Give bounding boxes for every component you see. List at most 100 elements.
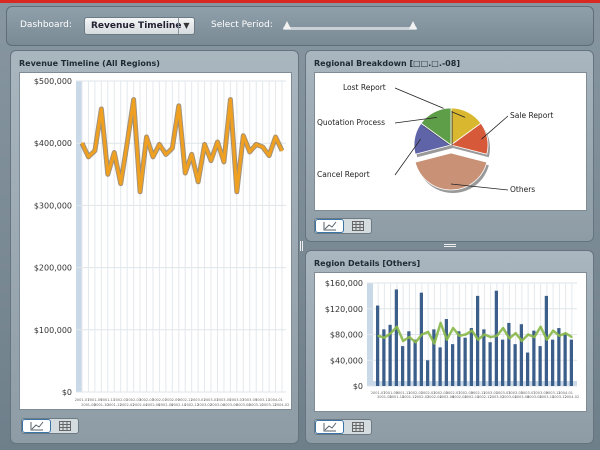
- x-tick-label: 2001-09: [88, 398, 103, 402]
- vertical-splitter[interactable]: [300, 241, 303, 251]
- regional-breakdown-chart: Lost Report Sale Report Others Cancel Repor…: [314, 72, 587, 211]
- x-tick-label: 2003-04: [502, 395, 517, 399]
- grid-view-button[interactable]: [51, 419, 78, 433]
- period-slider-start-handle[interactable]: [283, 21, 291, 29]
- period-slider-end-handle[interactable]: [409, 21, 417, 29]
- dashboard-toolbar: Dashboard: Revenue Timeline ▼ Select Per…: [6, 6, 594, 46]
- bar: [526, 352, 530, 386]
- x-tick-label: 2003-04: [210, 403, 225, 407]
- line-chart-icon: [323, 422, 336, 432]
- trend-point: [408, 336, 411, 338]
- bar: [501, 339, 505, 386]
- x-tick-label: 2002-05: [433, 391, 448, 395]
- x-tick-label: 2003-10: [249, 403, 264, 407]
- y-tick-label: $200,000: [34, 264, 72, 273]
- dashboard-select[interactable]: Revenue Timeline ▼: [84, 17, 195, 35]
- x-tick-label: 2002-12: [184, 403, 199, 407]
- chevron-down-icon[interactable]: ▼: [178, 18, 194, 34]
- timeline-view-toggle[interactable]: [21, 418, 79, 434]
- trend-point: [471, 329, 473, 332]
- pie-slice: [450, 122, 489, 155]
- x-tick-label: 2002-07: [446, 391, 461, 395]
- grid-view-button[interactable]: [344, 420, 371, 434]
- revenue-point: [261, 146, 264, 148]
- revenue-point: [223, 161, 225, 163]
- x-tick-label: 2003-07: [521, 391, 536, 395]
- revenue-point: [281, 149, 283, 152]
- breakdown-view-toggle[interactable]: [314, 218, 372, 234]
- x-tick-label: 2002-09: [458, 391, 473, 395]
- trend-point: [464, 333, 467, 336]
- bar: [488, 342, 492, 386]
- trend-point: [402, 340, 404, 342]
- region-details-panel: Region Details [Others] $160,000 $120,000…: [305, 250, 594, 444]
- chart-view-button[interactable]: [315, 219, 344, 233]
- x-tick-label: 2003-03: [204, 398, 219, 402]
- horizontal-splitter[interactable]: [444, 244, 456, 247]
- revenue-point: [107, 173, 109, 176]
- bar: [376, 305, 380, 386]
- x-tick-label: 2002-04: [427, 395, 442, 399]
- trend-series-line: [377, 321, 573, 345]
- panel-title: Regional Breakdown [□□.□.-08]: [314, 59, 460, 68]
- revenue-point: [152, 156, 154, 158]
- revenue-point: [165, 153, 167, 156]
- x-tick-label: 2001-11: [396, 391, 411, 395]
- x-tick-label: 2003-11: [255, 398, 270, 402]
- bar: [557, 328, 561, 386]
- period-label: Select Period:: [211, 20, 273, 30]
- trend-point: [496, 334, 498, 337]
- x-tick-label: 2003-09: [533, 391, 548, 395]
- revenue-series-line: [80, 98, 284, 194]
- x-tick-label: 2001-07: [371, 391, 386, 395]
- bar: [569, 339, 573, 386]
- x-tick-label: 2002-10: [171, 403, 186, 407]
- y-tick-label: $100,000: [34, 326, 72, 335]
- revenue-point: [87, 156, 90, 158]
- x-tick-label: 2003-12: [552, 395, 567, 399]
- period-slider-track[interactable]: [283, 27, 417, 30]
- chart-view-button[interactable]: [315, 420, 344, 434]
- regional-breakdown-panel: Regional Breakdown [□□.□.-08] Lost Repor…: [305, 50, 594, 242]
- bar: [538, 346, 542, 386]
- y-axis-band: [76, 81, 82, 392]
- y-tick-label: $400,000: [34, 139, 72, 148]
- bar: [544, 295, 548, 386]
- revenue-point: [184, 172, 187, 174]
- trend-point: [539, 325, 542, 328]
- x-tick-label: 2003-01: [191, 398, 206, 402]
- revenue-point: [203, 143, 206, 146]
- bar: [532, 330, 536, 386]
- line-chart-icon: [30, 421, 43, 431]
- trend-point: [533, 336, 536, 338]
- bar: [444, 319, 448, 386]
- x-tick-label: 2003-11: [546, 391, 561, 395]
- revenue-point: [158, 143, 161, 146]
- x-tick-label: 2002-11: [178, 398, 193, 402]
- period-slider[interactable]: [283, 21, 417, 31]
- bar: [494, 290, 498, 386]
- revenue-point: [81, 142, 83, 144]
- x-tick-label: 2002-08: [159, 403, 174, 407]
- trend-point: [477, 338, 479, 341]
- pie-leader-line: [394, 138, 421, 176]
- pie-slice: [420, 107, 452, 146]
- chart-view-button[interactable]: [22, 419, 51, 433]
- x-tick-label: 2003-12: [262, 403, 277, 407]
- x-tick-label: 2001-10: [390, 395, 405, 399]
- x-tick-label: 2004-02: [565, 395, 580, 399]
- trend-point: [489, 336, 492, 338]
- x-tick-label: 2001-09: [383, 391, 398, 395]
- bar: [438, 347, 442, 386]
- bar: [563, 333, 567, 386]
- revenue-point: [268, 154, 270, 157]
- revenue-point: [216, 141, 219, 143]
- trend-point: [552, 329, 554, 332]
- x-tick-label: 2002-08: [452, 395, 467, 399]
- details-view-toggle[interactable]: [314, 419, 372, 435]
- revenue-point: [119, 182, 122, 185]
- grid-view-button[interactable]: [344, 219, 371, 233]
- trend-point: [502, 327, 504, 329]
- y-tick-label: $80,000: [330, 331, 363, 340]
- x-tick-label: 2004-02: [275, 403, 290, 407]
